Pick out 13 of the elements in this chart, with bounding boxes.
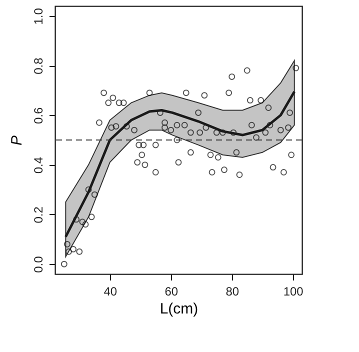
x-tick-label: 40 <box>104 284 118 298</box>
y-tick-label: 1.0 <box>32 8 46 25</box>
y-tick-label: 0.0 <box>32 256 46 273</box>
y-tick-label: 0.4 <box>32 156 46 174</box>
y-tick-label: 0.6 <box>32 107 46 124</box>
y-axis-title: P <box>8 135 26 146</box>
x-tick-label: 80 <box>226 284 240 298</box>
y-tick-label: 0.8 <box>32 57 46 74</box>
x-tick-label: 100 <box>283 284 304 298</box>
line-series <box>64 90 296 238</box>
x-tick-label: 60 <box>164 284 178 298</box>
x-axis-title: L(cm) <box>160 300 198 318</box>
y-tick-label: 0.2 <box>32 206 46 224</box>
